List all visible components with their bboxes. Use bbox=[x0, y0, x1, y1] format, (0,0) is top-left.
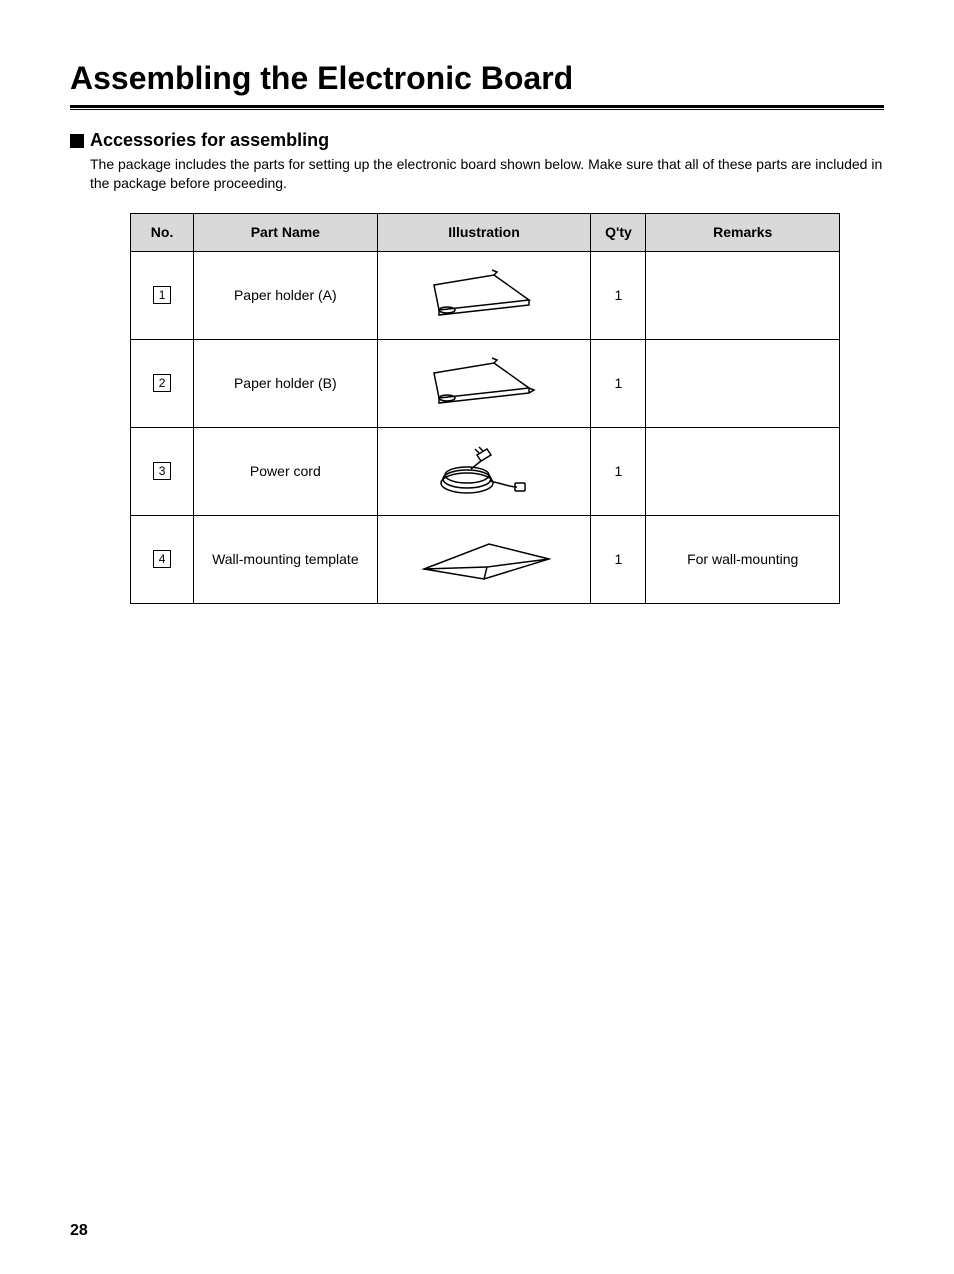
cell-partname: Paper holder (B) bbox=[194, 339, 377, 427]
wall-template-icon bbox=[409, 529, 559, 589]
cell-no: 3 bbox=[131, 427, 194, 515]
title-underline bbox=[70, 105, 884, 110]
cell-no: 2 bbox=[131, 339, 194, 427]
paper-holder-a-icon bbox=[419, 265, 549, 325]
page-title: Assembling the Electronic Board bbox=[70, 60, 884, 99]
cell-remarks: For wall-mounting bbox=[646, 515, 840, 603]
cell-qty: 1 bbox=[591, 251, 646, 339]
col-header-qty: Q'ty bbox=[591, 213, 646, 251]
table-row: 1 Paper holder (A) 1 bbox=[131, 251, 840, 339]
paper-holder-b-icon bbox=[419, 353, 549, 413]
page-number: 28 bbox=[70, 1222, 88, 1240]
power-cord-icon bbox=[429, 441, 539, 501]
bullet-icon bbox=[70, 134, 84, 148]
section-description: The package includes the parts for setti… bbox=[90, 155, 884, 193]
cell-illustration bbox=[377, 427, 591, 515]
cell-no: 4 bbox=[131, 515, 194, 603]
table-row: 4 Wall-mounting template 1 For wall-moun… bbox=[131, 515, 840, 603]
col-header-remarks: Remarks bbox=[646, 213, 840, 251]
cell-qty: 1 bbox=[591, 339, 646, 427]
boxed-number: 2 bbox=[153, 374, 171, 392]
cell-partname: Wall-mounting template bbox=[194, 515, 377, 603]
col-header-no: No. bbox=[131, 213, 194, 251]
boxed-number: 4 bbox=[153, 550, 171, 568]
cell-illustration bbox=[377, 515, 591, 603]
col-header-illustration: Illustration bbox=[377, 213, 591, 251]
cell-illustration bbox=[377, 251, 591, 339]
cell-no: 1 bbox=[131, 251, 194, 339]
cell-remarks bbox=[646, 251, 840, 339]
table-header-row: No. Part Name Illustration Q'ty Remarks bbox=[131, 213, 840, 251]
cell-qty: 1 bbox=[591, 427, 646, 515]
boxed-number: 3 bbox=[153, 462, 171, 480]
cell-remarks bbox=[646, 339, 840, 427]
section-heading: Accessories for assembling bbox=[70, 130, 884, 151]
table-row: 2 Paper holder (B) 1 bbox=[131, 339, 840, 427]
boxed-number: 1 bbox=[153, 286, 171, 304]
cell-qty: 1 bbox=[591, 515, 646, 603]
section-title-text: Accessories for assembling bbox=[90, 130, 329, 151]
table-row: 3 Power cord bbox=[131, 427, 840, 515]
cell-illustration bbox=[377, 339, 591, 427]
table-body: 1 Paper holder (A) 1 bbox=[131, 251, 840, 603]
col-header-partname: Part Name bbox=[194, 213, 377, 251]
cell-partname: Power cord bbox=[194, 427, 377, 515]
parts-table: No. Part Name Illustration Q'ty Remarks … bbox=[130, 213, 840, 604]
manual-page: Assembling the Electronic Board Accessor… bbox=[0, 0, 954, 1274]
cell-partname: Paper holder (A) bbox=[194, 251, 377, 339]
cell-remarks bbox=[646, 427, 840, 515]
